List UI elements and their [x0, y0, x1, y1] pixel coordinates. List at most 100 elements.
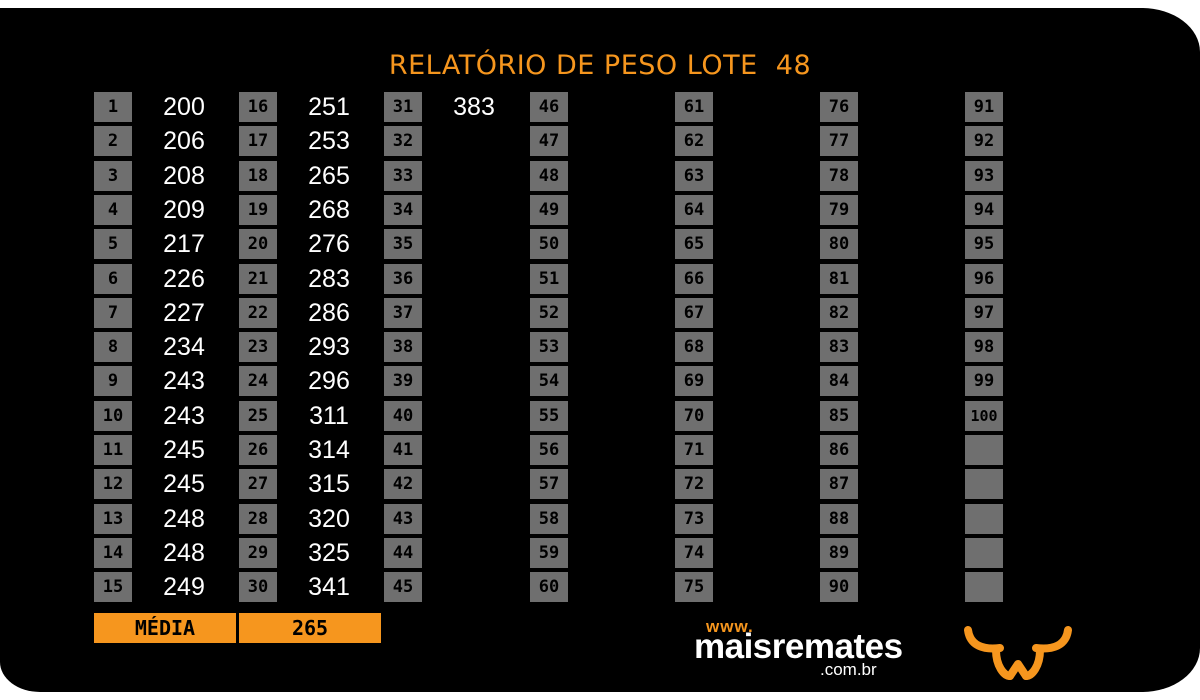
animal-number: 91 [965, 92, 1003, 122]
animal-number: 33 [384, 160, 422, 191]
animal-number: 96 [965, 263, 1003, 294]
animal-number: 87 [820, 469, 858, 500]
animal-number: 22 [239, 297, 277, 328]
empty-cell [965, 503, 1003, 534]
animal-weight: 243 [163, 401, 205, 430]
animal-number: 53 [530, 332, 568, 363]
animal-number: 84 [820, 366, 858, 397]
animal-number: 89 [820, 537, 858, 568]
animal-weight: 206 [163, 127, 205, 156]
animal-number: 88 [820, 503, 858, 534]
animal-number: 3 [94, 160, 132, 191]
animal-weight: 293 [308, 333, 350, 362]
animal-weight: 276 [308, 230, 350, 259]
logo-domain: .com.br [820, 660, 877, 679]
animal-number: 49 [530, 194, 568, 225]
animal-weight: 243 [163, 367, 205, 396]
bull-horns-icon [964, 626, 1072, 680]
animal-number: 73 [675, 503, 713, 534]
animal-number: 35 [384, 229, 422, 260]
report-title: RELATÓRIO DE PESO LOTE 48 [388, 50, 812, 81]
logo-www: www. [706, 617, 754, 636]
animal-number: 62 [675, 126, 713, 157]
average-value: 265 [239, 613, 381, 643]
animal-weight: 283 [308, 264, 350, 293]
animal-number: 28 [239, 503, 277, 534]
animal-weight: 320 [308, 504, 350, 533]
animal-number: 61 [675, 92, 713, 122]
animal-number: 75 [675, 572, 713, 603]
animal-weight: 265 [308, 161, 350, 190]
animal-number: 93 [965, 160, 1003, 191]
animal-weight: 217 [163, 230, 205, 259]
animal-number: 39 [384, 366, 422, 397]
animal-number: 54 [530, 366, 568, 397]
animal-number: 13 [94, 503, 132, 534]
animal-weight: 253 [308, 127, 350, 156]
animal-weight: 245 [163, 436, 205, 464]
animal-number: 68 [675, 332, 713, 363]
animal-weight: 341 [308, 573, 350, 602]
animal-weight: 245 [163, 470, 205, 499]
animal-number: 82 [820, 297, 858, 328]
animal-number: 2 [94, 126, 132, 157]
animal-number: 10 [94, 400, 132, 431]
animal-number: 90 [820, 572, 858, 603]
animal-number: 26 [239, 435, 277, 465]
animal-number: 76 [820, 92, 858, 122]
animal-number: 14 [94, 537, 132, 568]
animal-weight: 226 [163, 264, 205, 293]
animal-number: 79 [820, 194, 858, 225]
animal-weight: 208 [163, 161, 205, 190]
animal-number: 24 [239, 366, 277, 397]
animal-number: 17 [239, 126, 277, 157]
animal-weight: 251 [308, 93, 350, 121]
animal-number: 92 [965, 126, 1003, 157]
animal-number: 57 [530, 469, 568, 500]
animal-number: 31 [384, 92, 422, 122]
animal-weight: 234 [163, 333, 205, 362]
animal-weight: 268 [308, 195, 350, 224]
animal-number: 12 [94, 469, 132, 500]
animal-number: 42 [384, 469, 422, 500]
animal-number: 40 [384, 400, 422, 431]
animal-number: 69 [675, 366, 713, 397]
animal-number: 7 [94, 297, 132, 328]
animal-number: 18 [239, 160, 277, 191]
animal-number: 45 [384, 572, 422, 603]
animal-number: 27 [239, 469, 277, 500]
animal-number: 4 [94, 194, 132, 225]
animal-weight: 314 [308, 436, 350, 464]
animal-number: 5 [94, 229, 132, 260]
animal-number: 72 [675, 469, 713, 500]
animal-weight: 315 [308, 470, 350, 499]
animal-number: 80 [820, 229, 858, 260]
animal-number: 9 [94, 366, 132, 397]
animal-weight: 311 [309, 401, 349, 430]
animal-number: 38 [384, 332, 422, 363]
animal-number: 36 [384, 263, 422, 294]
animal-weight: 286 [308, 298, 350, 327]
animal-number: 63 [675, 160, 713, 191]
animal-number: 44 [384, 537, 422, 568]
animal-number: 83 [820, 332, 858, 363]
animal-number: 20 [239, 229, 277, 260]
animal-weight: 325 [308, 538, 350, 567]
animal-number: 41 [384, 435, 422, 465]
empty-cell [965, 435, 1003, 465]
animal-number: 78 [820, 160, 858, 191]
animal-weight: 227 [163, 298, 205, 327]
animal-number: 25 [239, 400, 277, 431]
animal-number: 46 [530, 92, 568, 122]
animal-weight: 249 [163, 573, 205, 602]
animal-number: 50 [530, 229, 568, 260]
animal-number: 98 [965, 332, 1003, 363]
animal-number: 56 [530, 435, 568, 465]
animal-number: 1 [94, 92, 132, 122]
animal-number: 55 [530, 400, 568, 431]
animal-weight: 248 [163, 504, 205, 533]
animal-number: 97 [965, 297, 1003, 328]
animal-weight: 209 [163, 195, 205, 224]
animal-number: 64 [675, 194, 713, 225]
animal-number: 34 [384, 194, 422, 225]
